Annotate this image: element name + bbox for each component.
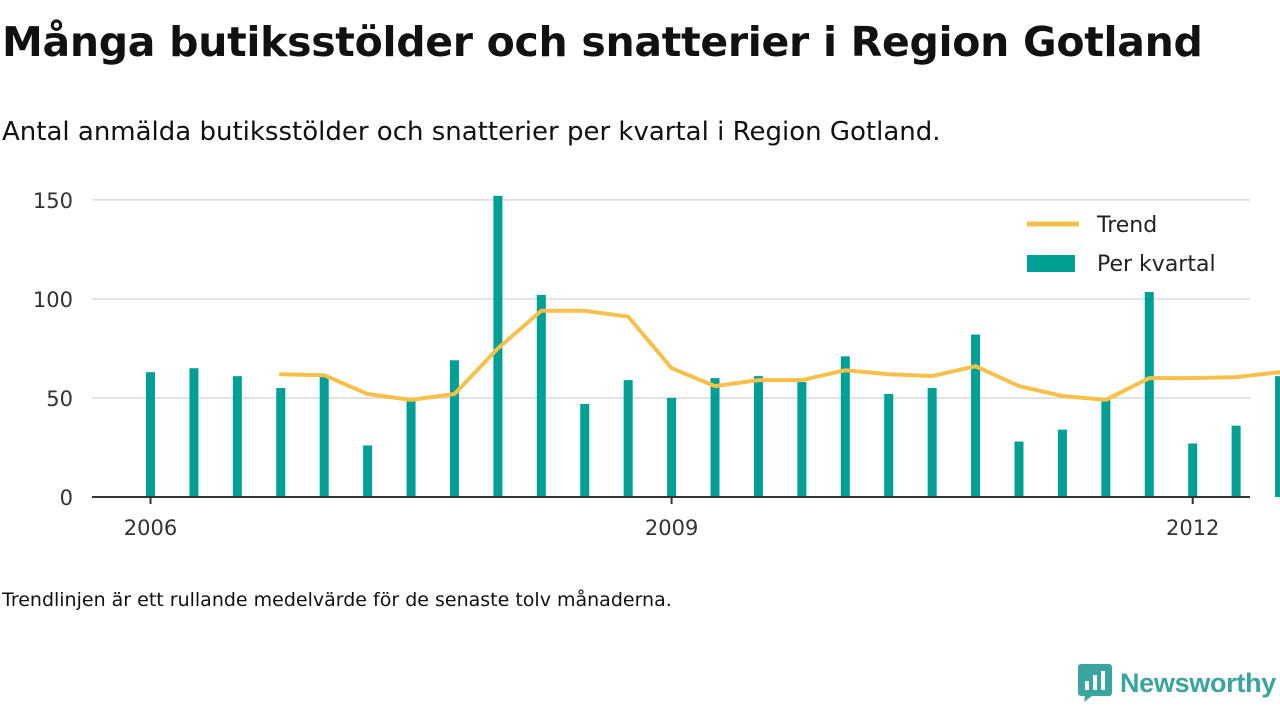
bar: [580, 403, 590, 497]
x-tick-label: 2012: [1166, 516, 1219, 540]
bar: [971, 334, 981, 497]
bar: [884, 393, 894, 497]
bar: [449, 360, 459, 497]
legend-label-trend: Trend: [1096, 213, 1157, 238]
y-tick-label: 0: [60, 486, 73, 510]
bar: [753, 376, 763, 497]
brand-logo: Newsworthy: [1077, 664, 1276, 702]
bar: [927, 388, 937, 497]
bar: [232, 376, 242, 497]
legend-bar-swatch: [1027, 255, 1075, 272]
y-tick-label: 100: [33, 288, 73, 312]
axes: 0501001502006200920122015201820212024: [33, 189, 1250, 540]
bar: [276, 388, 286, 497]
bar: [1014, 441, 1024, 497]
x-tick-label: 2009: [645, 516, 698, 540]
bar: [1188, 443, 1198, 497]
chart-title: Många butiksstölder och snatterier i Reg…: [2, 18, 1203, 66]
bar: [1057, 429, 1067, 497]
x-tick-label: 2006: [124, 516, 177, 540]
line-series-trend: [278, 308, 1280, 402]
legend-label-per-kvartal: Per kvartal: [1097, 252, 1216, 277]
y-tick-label: 50: [46, 387, 73, 411]
brand-name: Newsworthy: [1119, 667, 1276, 698]
bar: [319, 376, 329, 497]
bar: [1144, 251, 1154, 497]
trend-line: [278, 308, 1280, 402]
bar: [363, 445, 373, 497]
bar: [1231, 425, 1241, 497]
bar: [667, 397, 677, 497]
bar: [797, 382, 807, 497]
bar: [536, 294, 546, 497]
bar: [623, 380, 633, 497]
chart-subtitle: Antal anmälda butiksstölder och snatteri…: [2, 117, 941, 147]
footnote: Trendlinjen är ett rullande medelvärde f…: [2, 589, 672, 611]
newsworthy-logo-icon: [1077, 664, 1112, 702]
chart-area: 0501001502006200920122015201820212024 Tr…: [33, 189, 1280, 540]
bar: [146, 372, 155, 497]
bar: [840, 356, 850, 497]
bar: [1275, 376, 1280, 497]
bar: [406, 399, 416, 497]
y-tick-label: 150: [33, 189, 73, 213]
bar: [189, 368, 199, 497]
legend: Trend Per kvartal: [1015, 208, 1250, 292]
bar: [710, 378, 720, 497]
bar: [1101, 399, 1111, 497]
